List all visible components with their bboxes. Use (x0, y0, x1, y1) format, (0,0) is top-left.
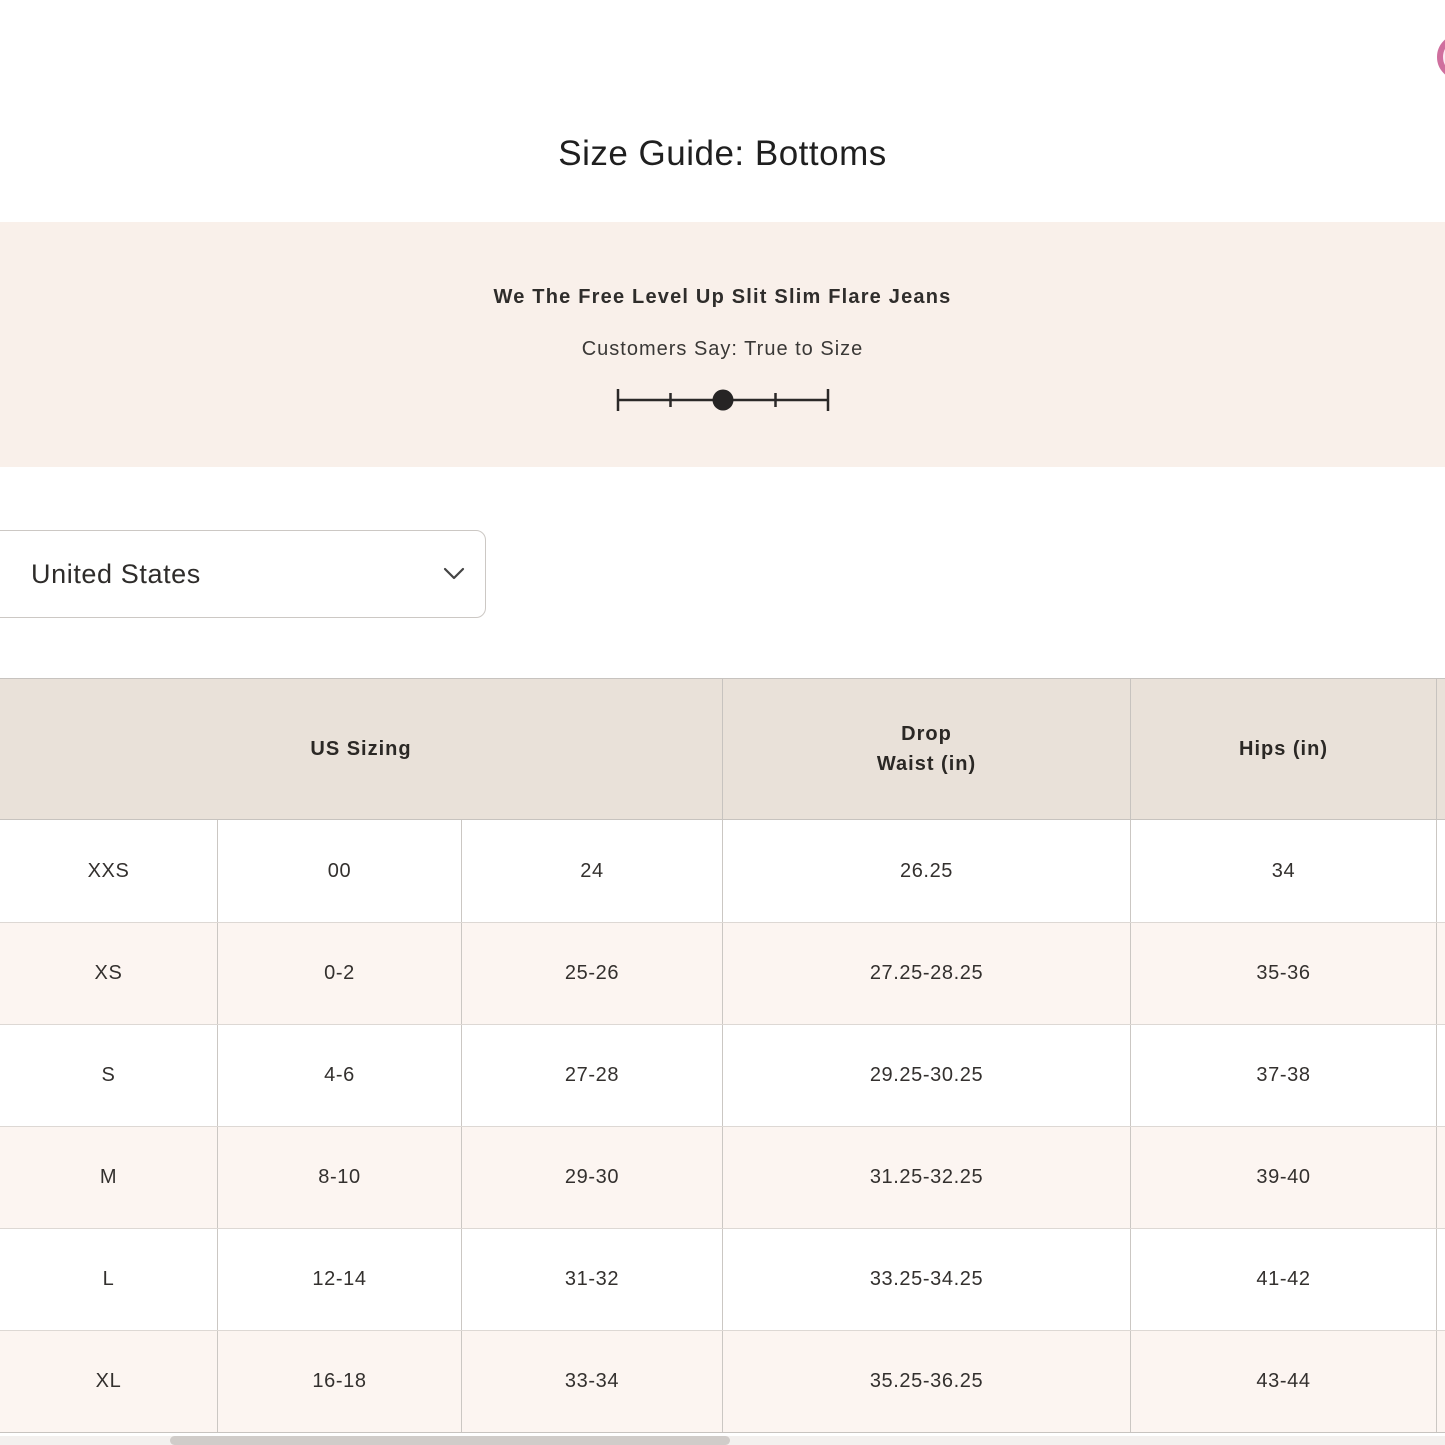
size-table: US Sizing Drop Waist (in) Hips (in) XXS 0… (0, 678, 1445, 1433)
header-drop-waist-line1: Drop (901, 723, 952, 745)
table-cell (1437, 820, 1445, 922)
table-cell: 41-42 (1131, 1229, 1437, 1330)
table-cell: 4-6 (218, 1025, 462, 1126)
table-row: XL 16-18 33-34 35.25-36.25 43-44 (0, 1330, 1445, 1432)
table-cell: XXS (0, 820, 218, 922)
table-cell (1437, 1331, 1445, 1432)
table-row: L 12-14 31-32 33.25-34.25 41-42 (0, 1228, 1445, 1330)
table-cell (1437, 1229, 1445, 1330)
header-cutoff-column (1437, 679, 1445, 819)
table-row: S 4-6 27-28 29.25-30.25 37-38 (0, 1024, 1445, 1126)
table-cell: XS (0, 923, 218, 1024)
table-cell: 31.25-32.25 (723, 1127, 1131, 1228)
table-cell: 12-14 (218, 1229, 462, 1330)
table-row: XXS 00 24 26.25 34 (0, 820, 1445, 922)
horizontal-scrollbar[interactable] (0, 1436, 1445, 1445)
table-cell: 0-2 (218, 923, 462, 1024)
table-cell: 00 (218, 820, 462, 922)
country-select-value: United States (31, 558, 201, 589)
table-cell: 37-38 (1131, 1025, 1437, 1126)
fit-summary-band: We The Free Level Up Slit Slim Flare Jea… (0, 222, 1445, 467)
product-name: We The Free Level Up Slit Slim Flare Jea… (493, 286, 952, 308)
table-cell: 27.25-28.25 (723, 923, 1131, 1024)
header-hips: Hips (in) (1131, 679, 1437, 819)
table-cell: 29-30 (462, 1127, 723, 1228)
table-cell: 24 (462, 820, 723, 922)
table-cell: S (0, 1025, 218, 1126)
scrollbar-thumb[interactable] (170, 1436, 730, 1445)
header-us-sizing: US Sizing (0, 679, 723, 819)
table-cell: 31-32 (462, 1229, 723, 1330)
fit-caption: Customers Say: True to Size (581, 338, 864, 360)
header-drop-waist-line2: Waist (in) (876, 753, 977, 775)
table-cell: M (0, 1127, 218, 1228)
table-row: M 8-10 29-30 31.25-32.25 39-40 (0, 1126, 1445, 1228)
floating-widget-icon[interactable] (1437, 34, 1445, 80)
size-table-body: XXS 00 24 26.25 34 XS 0-2 25-26 27.25-28.25 35-36… (0, 820, 1445, 1433)
fit-scale-graphic (616, 389, 829, 411)
table-cell: 33-34 (462, 1331, 723, 1432)
table-cell: XL (0, 1331, 218, 1432)
table-cell: L (0, 1229, 218, 1330)
table-cell: 8-10 (218, 1127, 462, 1228)
table-cell (1437, 1025, 1445, 1126)
table-cell: 33.25-34.25 (723, 1229, 1131, 1330)
table-cell: 35.25-36.25 (723, 1331, 1131, 1432)
size-table-header: US Sizing Drop Waist (in) Hips (in) (0, 678, 1445, 820)
chevron-down-icon (443, 567, 465, 580)
table-row: XS 0-2 25-26 27.25-28.25 35-36 (0, 922, 1445, 1024)
table-cell: 27-28 (462, 1025, 723, 1126)
page-title: Size Guide: Bottoms (558, 134, 887, 173)
table-cell: 34 (1131, 820, 1437, 922)
table-cell: 16-18 (218, 1331, 462, 1432)
table-cell: 29.25-30.25 (723, 1025, 1131, 1126)
table-cell: 35-36 (1131, 923, 1437, 1024)
fit-scale-slider (615, 378, 831, 422)
table-cell: 43-44 (1131, 1331, 1437, 1432)
table-cell: 39-40 (1131, 1127, 1437, 1228)
fit-dot (712, 389, 733, 411)
table-cell: 25-26 (462, 923, 723, 1024)
table-cell (1437, 1127, 1445, 1228)
country-select[interactable]: United States (0, 530, 486, 618)
table-cell: 26.25 (723, 820, 1131, 922)
table-cell (1437, 923, 1445, 1024)
header-drop-waist: Drop Waist (in) (723, 679, 1131, 819)
